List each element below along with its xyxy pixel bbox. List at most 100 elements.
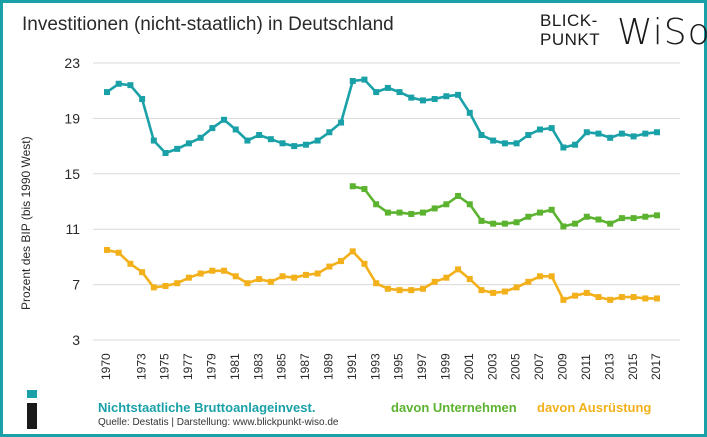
data-point xyxy=(115,80,122,87)
data-point xyxy=(127,82,134,89)
series-3 xyxy=(104,246,660,303)
data-point xyxy=(548,206,555,213)
data-point xyxy=(501,140,508,147)
data-point xyxy=(314,137,321,144)
footer-accent-square xyxy=(27,390,37,398)
data-point xyxy=(501,220,508,227)
legend-item-unternehmen: davon Unternehmen xyxy=(391,400,517,415)
data-point xyxy=(618,130,625,137)
data-point xyxy=(595,216,602,223)
gridlines xyxy=(93,62,680,341)
x-tick-label: 1973 xyxy=(134,353,148,380)
data-point xyxy=(560,223,567,230)
x-tick-label: 1987 xyxy=(298,353,312,380)
footer-accent-bar xyxy=(27,403,37,429)
y-tick-label: 7 xyxy=(72,277,80,293)
data-point xyxy=(630,215,637,222)
x-tick-label: 2009 xyxy=(556,353,570,380)
data-point xyxy=(642,213,649,220)
data-point xyxy=(443,93,450,100)
data-point xyxy=(127,260,134,267)
x-tick-label: 1993 xyxy=(368,353,382,380)
data-point xyxy=(267,278,274,285)
data-point xyxy=(466,201,473,208)
data-point xyxy=(607,220,614,227)
data-point xyxy=(443,274,450,281)
data-point xyxy=(654,212,660,219)
data-point xyxy=(560,296,567,303)
data-point xyxy=(104,89,110,96)
data-point xyxy=(419,209,426,216)
data-point xyxy=(513,284,520,291)
data-point xyxy=(185,140,192,147)
data-point xyxy=(583,213,590,220)
data-point xyxy=(536,209,543,216)
data-point xyxy=(572,292,579,299)
data-point xyxy=(244,137,251,144)
brand-logo: BLICK- PUNKT WiSo xyxy=(540,10,707,53)
data-point xyxy=(595,294,602,301)
data-point xyxy=(595,130,602,137)
data-point xyxy=(607,134,614,141)
data-point xyxy=(525,132,532,139)
data-point xyxy=(185,274,192,281)
x-tick-label: 1977 xyxy=(181,353,195,380)
data-point xyxy=(618,215,625,222)
data-point xyxy=(501,288,508,295)
data-point xyxy=(525,213,532,220)
series-lines xyxy=(104,76,660,303)
y-tick-labels: 3 7 11 15 19 23 xyxy=(64,55,80,348)
data-point xyxy=(455,192,462,199)
data-point xyxy=(221,267,228,274)
data-point xyxy=(373,201,380,208)
data-point xyxy=(408,210,415,217)
x-tick-label: 2013 xyxy=(602,353,616,380)
data-point xyxy=(490,289,497,296)
data-point xyxy=(642,295,649,302)
x-tick-label: 2001 xyxy=(462,353,476,380)
data-point xyxy=(654,129,660,136)
data-point xyxy=(419,97,426,104)
data-point xyxy=(478,287,485,294)
data-point xyxy=(525,278,532,285)
data-point xyxy=(384,209,391,216)
data-point xyxy=(162,150,169,157)
data-point xyxy=(279,273,286,280)
data-point xyxy=(408,94,415,101)
series-2 xyxy=(349,183,660,230)
data-point xyxy=(349,183,356,190)
data-point xyxy=(536,126,543,133)
data-point xyxy=(396,89,403,96)
x-tick-label: 2007 xyxy=(532,353,546,380)
data-point xyxy=(373,280,380,287)
data-point xyxy=(384,285,391,292)
y-tick-label: 15 xyxy=(64,166,80,182)
data-point xyxy=(326,263,333,270)
data-point xyxy=(291,143,298,150)
data-point xyxy=(197,134,204,141)
y-tick-label: 23 xyxy=(64,55,80,71)
data-point xyxy=(583,129,590,136)
data-point xyxy=(349,78,356,85)
data-point xyxy=(326,129,333,136)
data-point xyxy=(408,287,415,294)
x-tick-label: 1991 xyxy=(345,353,359,380)
data-point xyxy=(384,84,391,91)
legend-item-ausruestung: davon Ausrüstung xyxy=(537,400,652,415)
x-tick-label: 1997 xyxy=(415,353,429,380)
data-point xyxy=(618,294,625,301)
data-point xyxy=(607,296,614,303)
logo-line-1: BLICK- xyxy=(540,11,598,30)
x-tick-label: 1979 xyxy=(204,353,218,380)
data-point xyxy=(630,294,637,301)
data-point xyxy=(572,220,579,227)
data-point xyxy=(361,76,368,83)
data-point xyxy=(560,144,567,151)
data-point xyxy=(431,278,438,285)
data-point xyxy=(150,137,157,144)
data-point xyxy=(361,186,368,193)
y-tick-label: 11 xyxy=(65,221,80,237)
logo-line-2: PUNKT xyxy=(540,30,601,49)
data-point xyxy=(490,220,497,227)
data-point xyxy=(373,89,380,96)
